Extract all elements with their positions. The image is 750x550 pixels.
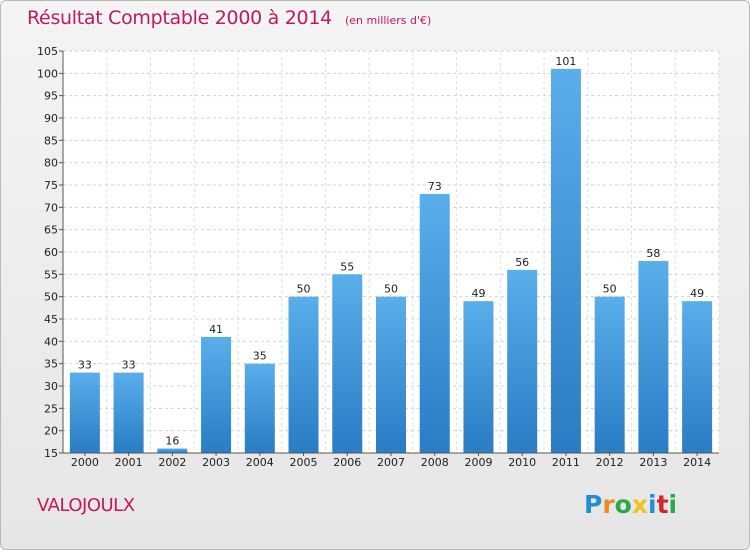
y-tick-label: 20	[44, 425, 58, 438]
bar	[244, 363, 275, 453]
bar	[463, 301, 494, 453]
bar	[638, 260, 669, 453]
y-tick-label: 105	[37, 45, 58, 58]
y-tick-label: 45	[44, 313, 58, 326]
y-tick-label: 15	[44, 447, 58, 460]
bar	[332, 274, 363, 453]
y-tick-label: 95	[44, 90, 58, 103]
data-label: 41	[209, 323, 223, 336]
chart-subtitle: (en milliers d'€)	[344, 14, 432, 27]
x-tick-label: 2013	[639, 456, 667, 469]
y-tick-label: 85	[44, 134, 58, 147]
logo-letter: t	[656, 490, 669, 519]
bar	[682, 301, 713, 453]
x-tick-label: 2010	[508, 456, 536, 469]
x-tick-label: 2006	[333, 456, 361, 469]
bar	[113, 372, 144, 453]
y-tick-label: 30	[44, 380, 58, 393]
x-tick-label: 2004	[246, 456, 274, 469]
data-label: 56	[515, 256, 529, 269]
y-tick-label: 50	[44, 291, 58, 304]
y-tick-label: 35	[44, 358, 58, 371]
logo-letter: i	[648, 490, 657, 519]
commune-name: VALOJOULX	[37, 495, 135, 516]
y-tick-label: 40	[44, 335, 58, 348]
bar	[69, 372, 100, 453]
logo-letter: x	[631, 490, 648, 519]
x-tick-label: 2007	[377, 456, 405, 469]
x-tick-label: 2008	[421, 456, 449, 469]
proxiti-logo: Proxiti	[584, 490, 677, 519]
data-label: 101	[555, 55, 576, 68]
x-tick-label: 2003	[202, 456, 230, 469]
y-tick-label: 90	[44, 112, 58, 125]
bar	[594, 296, 625, 453]
bar	[507, 269, 538, 453]
y-tick-label: 75	[44, 179, 58, 192]
bar	[157, 448, 188, 453]
y-tick-label: 25	[44, 402, 58, 415]
data-label: 35	[253, 350, 267, 363]
x-tick-label: 2011	[552, 456, 580, 469]
data-label: 49	[471, 287, 485, 300]
y-tick-label: 70	[44, 201, 58, 214]
bar	[201, 336, 232, 453]
data-label: 49	[690, 287, 704, 300]
data-label: 58	[646, 247, 660, 260]
data-label: 33	[78, 359, 92, 372]
data-label: 50	[297, 283, 311, 296]
y-tick-label: 80	[44, 157, 58, 170]
y-tick-label: 55	[44, 268, 58, 281]
bar	[288, 296, 319, 453]
logo-letter: o	[614, 490, 632, 519]
data-label: 33	[122, 359, 136, 372]
logo-letter: P	[584, 490, 603, 519]
logo-letter: r	[602, 490, 615, 519]
x-tick-label: 2014	[683, 456, 711, 469]
x-tick-label: 2012	[596, 456, 624, 469]
chart-title: Résultat Comptable 2000 à 2014	[27, 7, 332, 29]
x-tick-label: 2002	[158, 456, 186, 469]
data-label: 16	[165, 435, 179, 448]
x-tick-label: 2009	[464, 456, 492, 469]
data-label: 55	[340, 260, 354, 273]
x-tick-label: 2005	[290, 456, 318, 469]
data-label: 73	[428, 180, 442, 193]
data-label: 50	[384, 283, 398, 296]
y-tick-label: 60	[44, 246, 58, 259]
x-tick-label: 2001	[115, 456, 143, 469]
chart-title-block: Résultat Comptable 2000 à 2014 (en milli…	[27, 7, 431, 29]
bar	[419, 193, 450, 453]
y-tick-label: 65	[44, 224, 58, 237]
y-tick-label: 100	[37, 67, 58, 80]
data-label: 50	[603, 283, 617, 296]
logo-letter: i	[668, 490, 678, 519]
bar	[376, 296, 406, 453]
x-tick-label: 2000	[71, 456, 99, 469]
bar	[550, 68, 581, 453]
